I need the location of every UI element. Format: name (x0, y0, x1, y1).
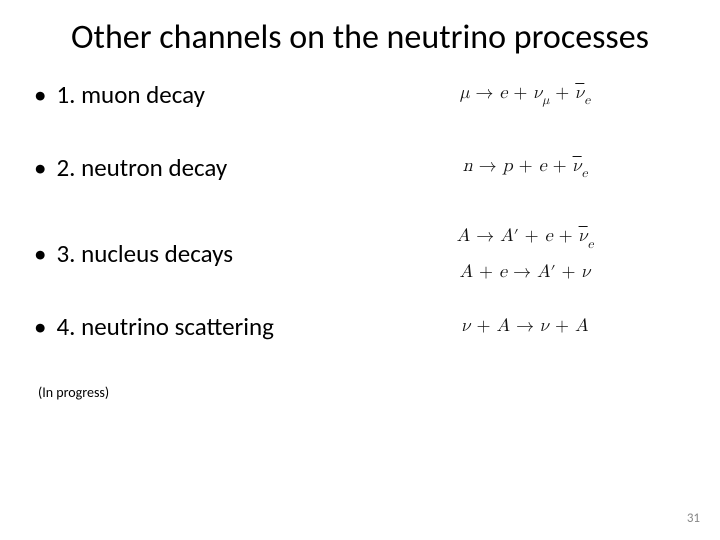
formula-neutron: n → p + e + νe (463, 155, 588, 181)
bullet-label: 4. neutrino scattering (56, 311, 273, 342)
bullet-item-2: • 2. neutron decay (34, 152, 364, 183)
formula-muon: μ → e + νμ + νe (460, 82, 590, 108)
formula-col-scattering: ν + A → ν + A (364, 315, 686, 337)
formula-nucleus-decay: A → A′ + e + νe (457, 225, 594, 251)
bullet-icon: • (34, 155, 46, 180)
bullet-item-3: • 3. nucleus decays (34, 238, 364, 269)
bullet-label: 3. nucleus decays (56, 238, 233, 269)
item-row-neutron: • 2. neutron decay n → p + e + νe (34, 152, 686, 183)
page-number: 31 (687, 511, 700, 526)
slide-title: Other channels on the neutrino processes (34, 18, 686, 57)
bullet-label: 1. muon decay (56, 79, 204, 110)
bullet-item-1: • 1. muon decay (34, 79, 364, 110)
bullet-icon: • (34, 314, 46, 339)
bullet-icon: • (34, 82, 46, 107)
item-row-scattering: • 4. neutrino scattering ν + A → ν + A (34, 311, 686, 342)
formula-nucleus-capture: A + e → A′ + ν (459, 261, 590, 283)
item-row-muon: • 1. muon decay μ → e + νμ + νe (34, 79, 686, 110)
formula-col-muon: μ → e + νμ + νe (364, 82, 686, 108)
bullet-icon: • (34, 241, 46, 266)
formula-scattering: ν + A → ν + A (461, 315, 588, 337)
slide: Other channels on the neutrino processes… (0, 0, 720, 540)
progress-note: (In progress) (38, 384, 686, 401)
formula-col-neutron: n → p + e + νe (364, 155, 686, 181)
bullet-label: 2. neutron decay (56, 152, 227, 183)
item-row-nucleus: • 3. nucleus decays A → A′ + e + νe A + … (34, 225, 686, 283)
formula-col-nucleus: A → A′ + e + νe A + e → A′ + ν (364, 225, 686, 283)
bullet-item-4: • 4. neutrino scattering (34, 311, 364, 342)
